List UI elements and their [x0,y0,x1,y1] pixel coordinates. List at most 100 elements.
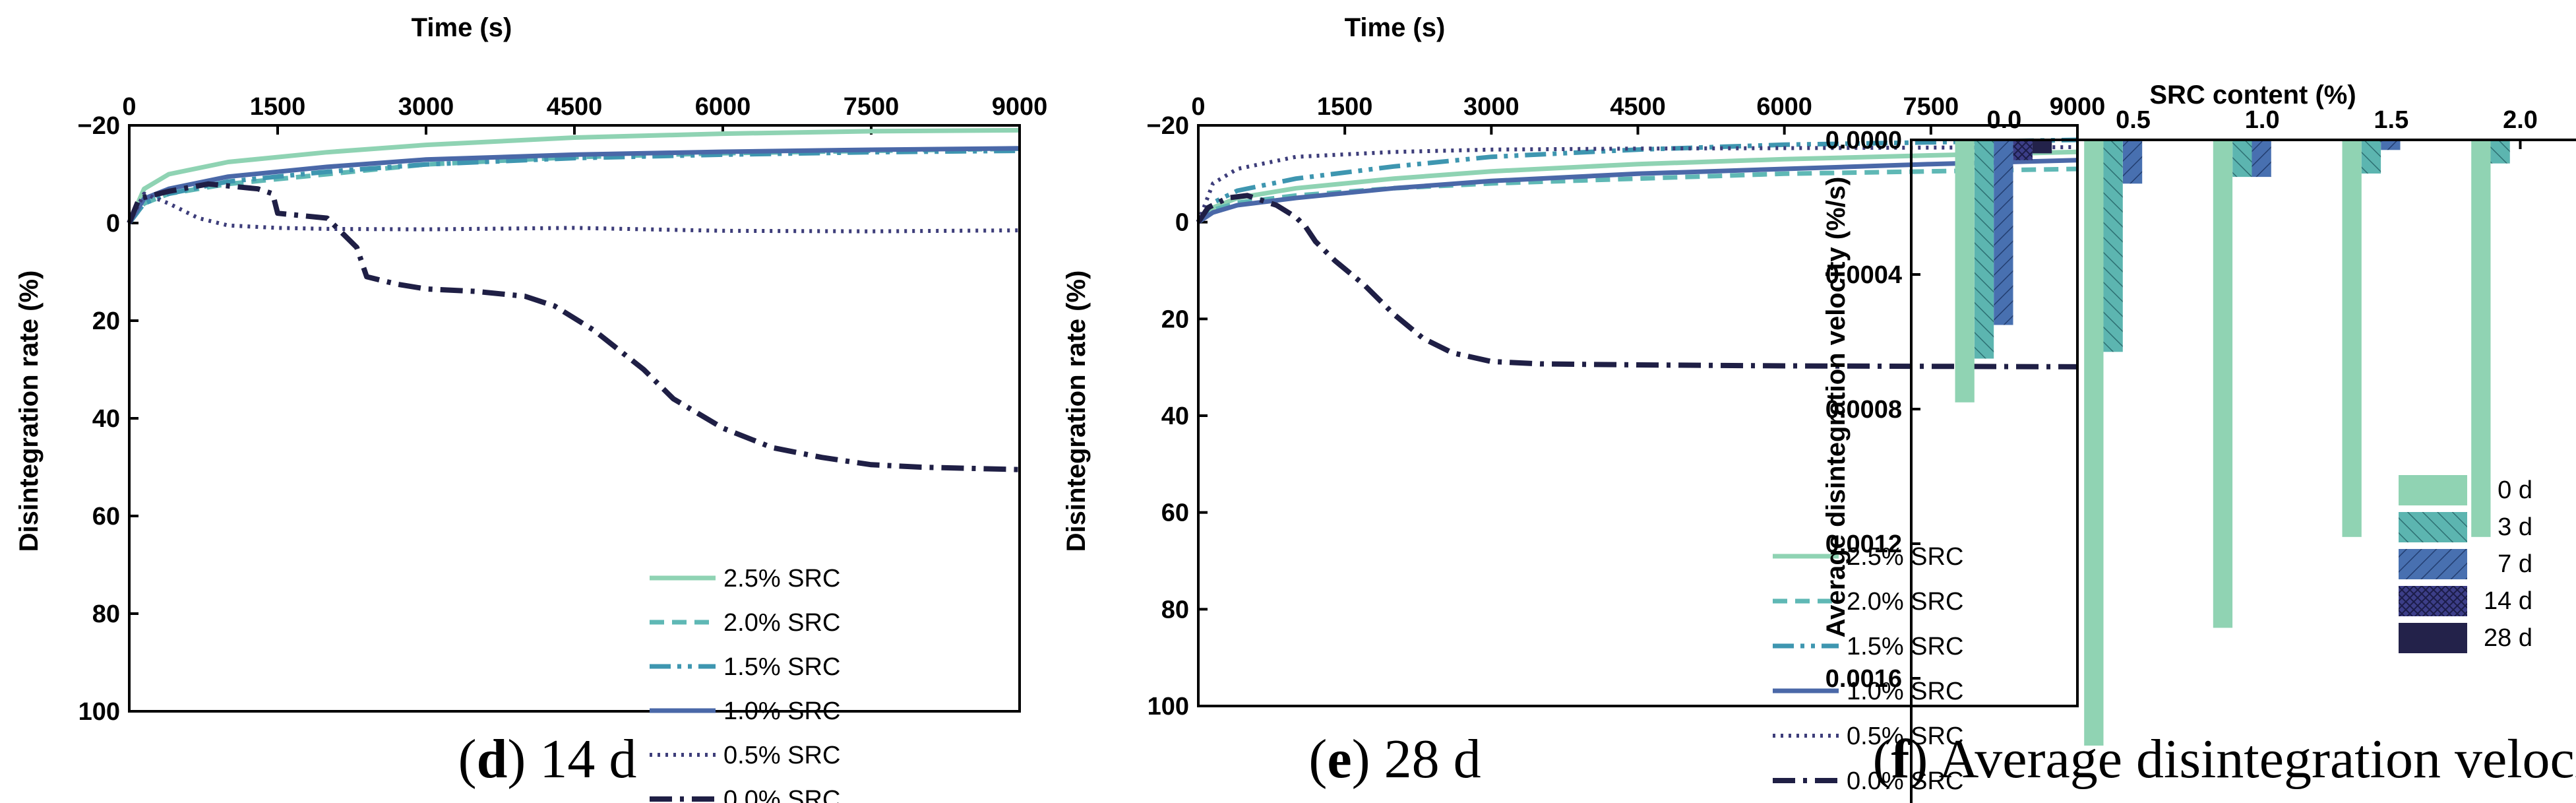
series-line [127,181,1020,472]
y-tick-label: 100 [78,698,120,726]
bar [2471,140,2491,537]
bar [2013,140,2033,160]
x-tick-label: 1500 [250,93,306,121]
panel-e-caption: (e) 28 d [1308,728,1481,790]
panel-f-caption-letter: f [1891,728,1910,790]
panel-e-lines [1196,137,2078,369]
y-tick-label: 0 [1175,209,1189,237]
legend-label: 7 d [2498,550,2532,578]
panel-e-plot-frame [1197,124,2079,707]
series-line [1196,137,2078,224]
panel-f-y-title: Average disintegration velocity (%/s) [1822,177,1851,638]
panel-e-y-title: Disintegration rate (%) [1062,271,1091,552]
panel-e-caption-letter: e [1327,728,1351,790]
legend-label: 1.5% SRC [1847,633,1963,660]
panel-d-y-title: Disintegration rate (%) [15,271,44,552]
panel-f-x-title: SRC content (%) [2149,80,2356,110]
y-tick-label: 100 [1148,693,1189,721]
y-tick-label: 80 [1161,596,1189,624]
legend-swatch [2399,512,2467,542]
legend-label: 0.0% SRC [1847,767,1963,795]
bar [2122,140,2143,184]
legend-swatch [2399,549,2467,579]
x-tick-label: 0 [1191,93,1205,121]
y-tick-label: 60 [1161,499,1189,527]
x-tick-label: 2.0 [2503,106,2538,134]
legend-label: 0 d [2498,476,2532,504]
panel-d-x-ticks: 0 1500 3000 4500 6000 7500 9000 [122,93,1047,135]
bar [2032,140,2052,154]
x-tick-label: 1.0 [2245,106,2280,134]
series-line [127,191,1020,234]
bar [2213,140,2233,628]
panel-d-plot-frame [128,124,1021,713]
legend-label: 1.0% SRC [1847,678,1963,705]
bar [2084,140,2104,746]
legend-swatch [2399,475,2467,505]
panel-d-caption: (d) 14 d [458,728,637,790]
panel-d-y-ticks: −20 0 20 40 60 80 100 [78,112,138,726]
panel-d-caption-letter: d [477,728,508,790]
y-tick-label: 0.0000 [1825,127,1902,154]
bar [2252,140,2271,177]
y-tick-label: 40 [92,405,120,433]
x-tick-label: 1500 [1317,93,1373,121]
panel-d-legend: 2.5% SRC 2.0% SRC 1.5% SRC 1.0% SRC 0.5% SRC… [650,565,840,803]
panel-f-caption-text: Average disintegration velocity [1928,728,2576,790]
bar [1955,140,1975,402]
panel-f-x-ticks: 0.00.51.01.52.02.5 [1986,106,2538,149]
legend-label: 1.5% SRC [723,653,840,681]
panel-d-caption-text: 14 d [526,728,636,790]
y-tick-label: 0.0004 [1825,261,1902,289]
y-tick-label: 20 [1161,305,1189,333]
legend-label: 28 d [2484,624,2532,652]
bar [1994,140,2013,325]
x-tick-label: 7500 [1903,93,1959,121]
panel-f-caption: (f) Average disintegration velocity [1872,728,2576,790]
panel-e-y-ticks: −20 0 20 40 60 80 100 [1147,112,1208,721]
legend-label: 3 d [2498,513,2532,541]
legend-label: 0.5% SRC [723,742,840,769]
bar [2103,140,2123,352]
y-tick-label: 0.0008 [1825,396,1902,424]
legend-label: 1.0% SRC [723,697,840,725]
y-tick-label: 0 [106,210,120,238]
panel-f-plot-frame [1910,139,2576,803]
bar [2232,140,2252,177]
x-tick-label: 6000 [695,93,751,121]
panel-f-bars [1955,140,2510,746]
panel-f: SRC content (%) Average disintegration v… [1822,80,2576,803]
legend-label: 2.0% SRC [1847,588,1963,616]
x-tick-label: 0.5 [2116,106,2151,134]
y-tick-label: 40 [1161,402,1189,430]
x-tick-label: 6000 [1756,93,1812,121]
legend-label: 14 d [2484,587,2532,615]
y-tick-label: −20 [1147,112,1189,140]
legend-label: 2.5% SRC [1847,543,1963,571]
panel-e-caption-text: 28 d [1370,728,1481,790]
series-line [127,148,1020,225]
x-tick-label: 3000 [398,93,454,121]
bar [2381,140,2401,150]
x-tick-label: 9000 [2050,93,2106,121]
panel-d: Time (s) Disintegration rate (%) 0 1500 30… [15,13,1047,803]
series-line [1197,158,2078,224]
series-line [1196,193,2078,369]
x-tick-label: 9000 [992,93,1048,121]
y-tick-label: 80 [92,600,120,628]
x-tick-label: 4500 [1610,93,1666,121]
y-tick-label: 0.0012 [1825,530,1902,558]
y-tick-label: −20 [78,112,120,140]
y-tick-label: 20 [92,307,120,335]
series-line [127,127,1020,224]
x-tick-label: 4500 [547,93,603,121]
legend-swatch [2399,586,2467,616]
x-tick-label: 1.5 [2374,106,2408,134]
y-tick-label: 60 [92,503,120,530]
legend-label: 0.5% SRC [1847,723,1963,750]
panel-d-lines [127,127,1020,472]
legend-swatch [2399,623,2467,653]
